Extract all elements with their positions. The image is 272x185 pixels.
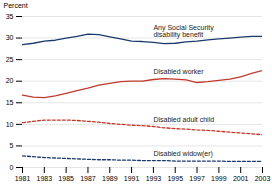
svg-text:1983: 1983 [37, 175, 53, 182]
svg-text:15: 15 [6, 99, 14, 106]
svg-text:1993: 1993 [146, 175, 162, 182]
svg-text:1995: 1995 [167, 175, 183, 182]
svg-text:1999: 1999 [211, 175, 227, 182]
svg-text:Any Social Securitydisability: Any Social Securitydisability benefit [153, 24, 214, 39]
svg-text:Percent: Percent [4, 2, 28, 9]
svg-text:25: 25 [6, 56, 14, 63]
svg-text:1989: 1989 [102, 175, 118, 182]
svg-text:1991: 1991 [124, 175, 140, 182]
svg-text:5: 5 [10, 142, 14, 149]
svg-text:Disabled widow(er): Disabled widow(er) [153, 150, 213, 158]
svg-text:1987: 1987 [80, 175, 96, 182]
svg-text:Disabled worker: Disabled worker [153, 68, 204, 75]
svg-text:20: 20 [6, 77, 14, 84]
svg-text:1997: 1997 [189, 175, 205, 182]
svg-text:1985: 1985 [58, 175, 74, 182]
svg-text:2001: 2001 [233, 175, 249, 182]
svg-text:30: 30 [6, 34, 14, 41]
svg-text:0: 0 [10, 164, 14, 171]
svg-text:Disabled adult child: Disabled adult child [153, 116, 214, 123]
svg-text:1981: 1981 [15, 175, 31, 182]
svg-text:2003: 2003 [255, 175, 271, 182]
svg-text:10: 10 [6, 121, 14, 128]
svg-text:35: 35 [6, 13, 14, 20]
